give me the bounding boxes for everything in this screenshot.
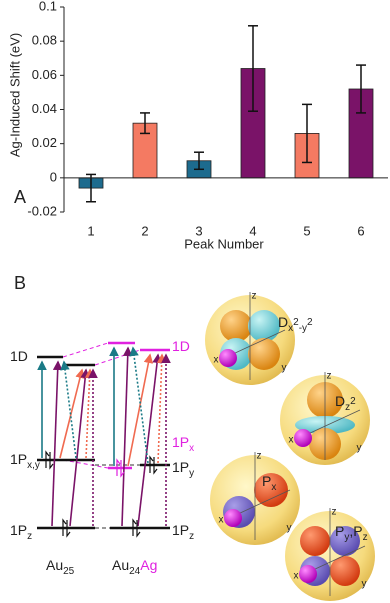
label-part: 1P [172,522,189,538]
panel-label: B [14,273,26,293]
label-part: 1P [10,522,27,538]
label-part: 1P [172,459,189,475]
label-part: 25 [63,566,75,577]
axis-letter: x [294,571,299,582]
label-part: y [189,468,194,479]
label-part: z [27,531,32,542]
level-label: 1D [172,338,190,354]
level-label: Py,Pz [335,523,368,543]
label-part: 2 [350,396,356,407]
y-tick-label: 0.02 [32,135,57,150]
label-part: y [344,532,349,543]
y-tick-label: 0.06 [32,67,57,82]
axis-letter: y [282,363,287,374]
orbital-images [205,292,375,601]
label-part: 1P [10,451,27,467]
label-part: 2 [307,317,313,328]
axis-letter: z [332,507,337,518]
x-tick-label: 1 [87,223,94,238]
level-label: 1Px,y [10,451,40,471]
label-part: P [335,523,344,539]
label-part: 1P [172,434,189,450]
y-tick-label: 0.08 [32,33,57,48]
label-part: z [363,532,368,543]
label-part: Au [46,557,63,573]
level-label: 1Py [172,459,194,479]
label-part: z [345,402,350,413]
level-label: Px [262,473,276,493]
x-tick-label: 2 [141,223,148,238]
level-label: 1Pz [10,522,32,542]
x-axis-label: Peak Number [184,236,264,251]
level-label: Au24Ag [112,557,157,577]
axis-letter: y [287,523,292,534]
level-label: Dx2-y2 [278,314,313,334]
label-part: x [271,482,276,493]
y-tick-label: 0 [50,169,57,184]
label-part: x [288,323,293,334]
label-part: 24 [129,566,141,577]
label-part: -y [299,323,307,334]
label-part: 1D [172,338,190,354]
level-label: 1D [10,348,28,364]
axis-letter: x [219,515,224,526]
label-part: x,y [27,460,40,471]
label-part: x [189,443,194,454]
label-part: Au [112,557,129,573]
label-part: D [335,393,345,409]
panel-label: A [14,187,26,207]
label-part: z [189,531,194,542]
label-part: 1D [10,348,28,364]
y-axis-label: Ag-Induced Shift (eV) [7,33,22,157]
level-label: Au25 [46,557,75,577]
axis-letter: y [357,443,362,454]
level-label: Dz2 [335,393,356,413]
label-part: ,P [349,523,362,539]
energy-diagram [37,341,171,538]
label-part: Ag [140,557,157,573]
axis-letter: z [257,451,262,462]
y-tick-label: 0.04 [32,101,57,116]
axis-letter: x [289,435,294,446]
y-tick-label: 0.1 [39,0,57,13]
x-tick-label: 3 [195,223,202,238]
axis-letter: z [327,371,332,382]
label-part: P [262,473,271,489]
x-tick-label: 4 [249,223,256,238]
x-tick-label: 6 [357,223,364,238]
level-label: 1Px [172,434,194,454]
axis-letter: y [362,579,367,590]
level-label: 1Pz [172,522,194,542]
label-part: 2 [293,317,299,328]
axis-letter: x [214,355,219,366]
axis-letter: z [252,291,257,302]
label-part: D [278,314,288,330]
y-tick-label: -0.02 [27,203,57,218]
x-tick-label: 5 [303,223,310,238]
